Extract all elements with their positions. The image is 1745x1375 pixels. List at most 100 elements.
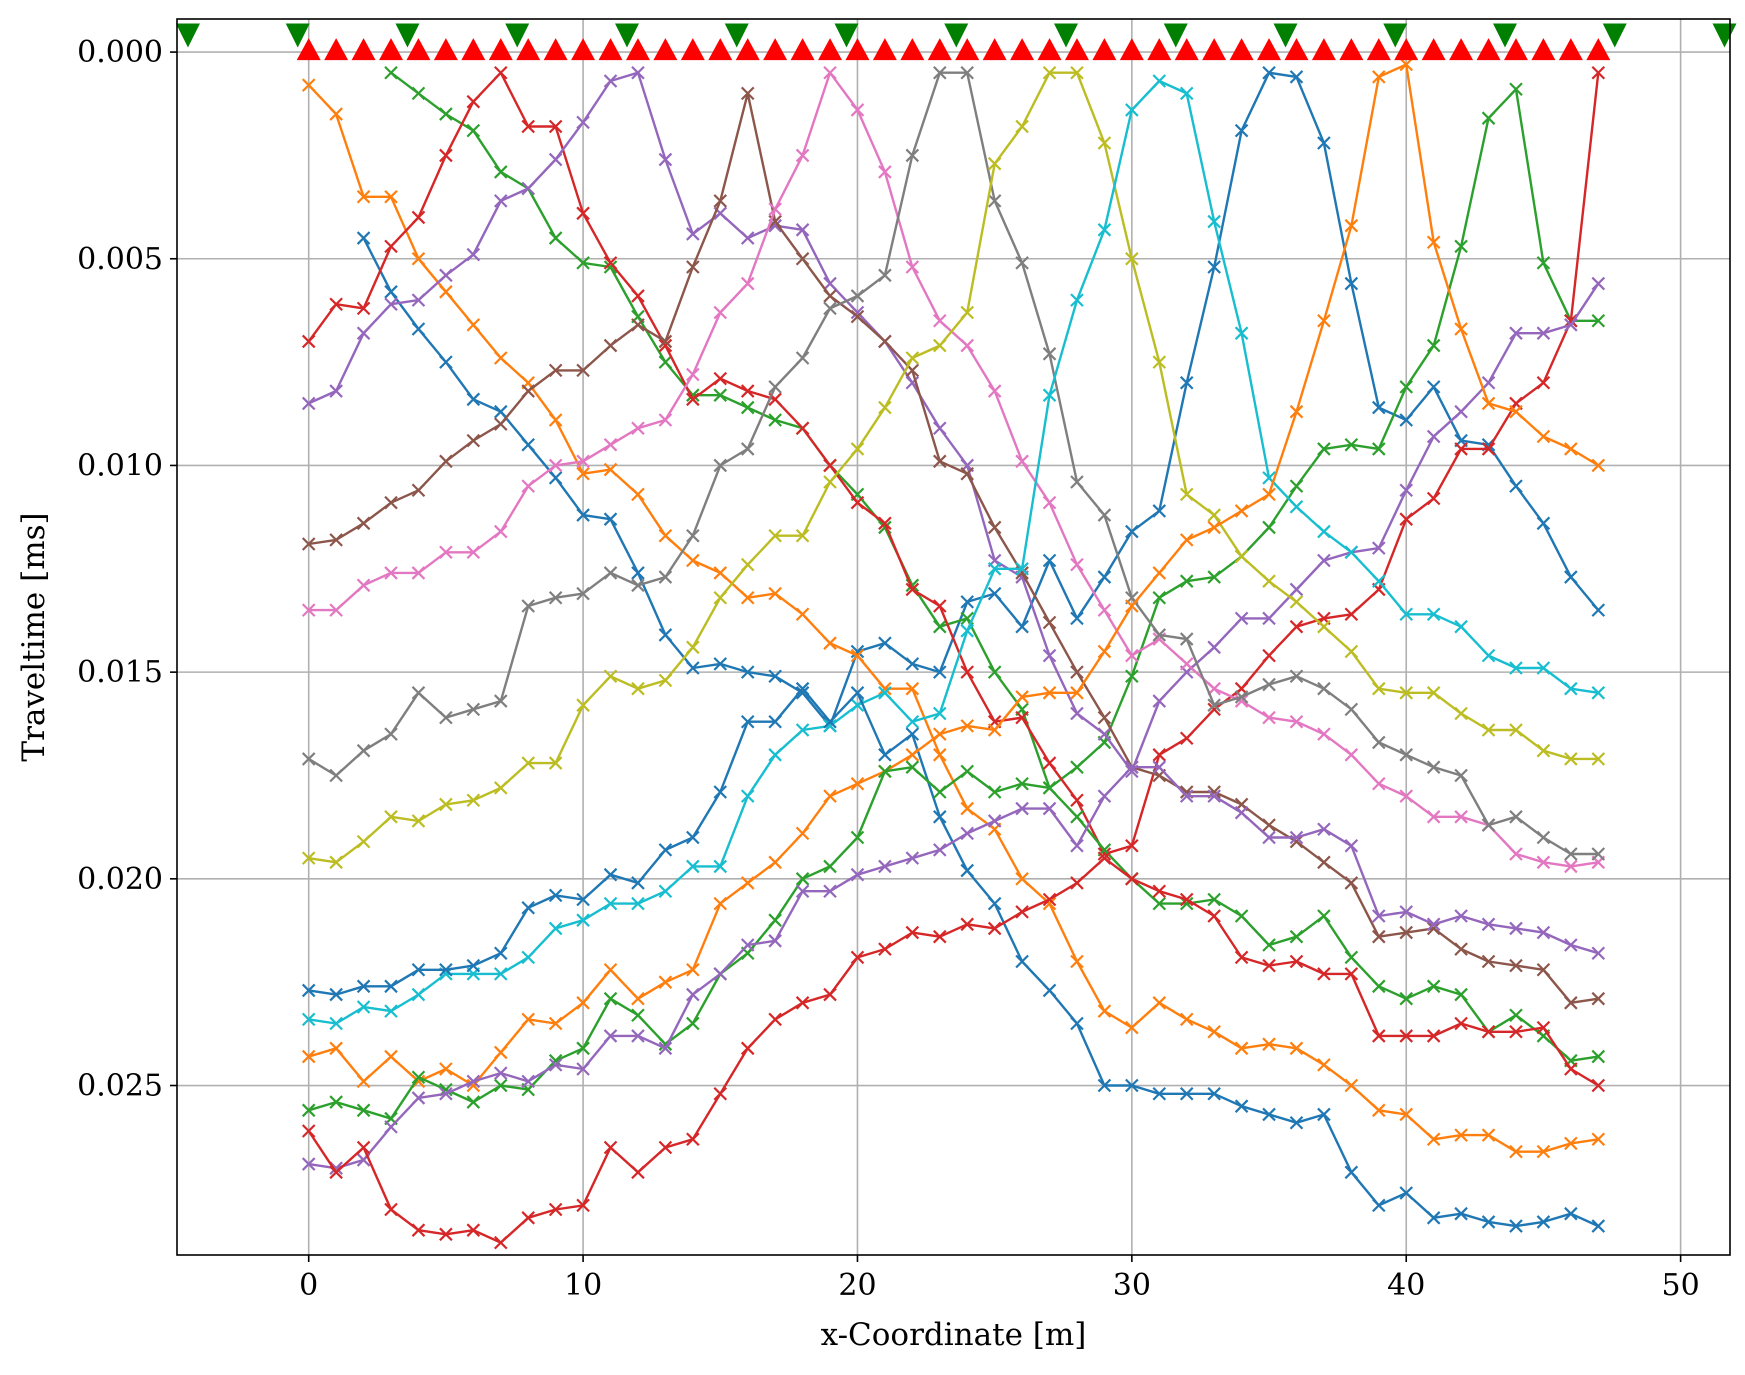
data-point-marker [548,888,563,903]
sensor-marker [1257,38,1282,61]
data-point-marker [301,396,316,411]
data-point-marker [823,987,837,1002]
data-point-marker [1591,847,1606,861]
data-point-marker [1097,727,1112,741]
data-point-marker [1125,1078,1139,1093]
data-point-marker [1207,909,1221,923]
data-point-marker [1536,830,1551,845]
data-point-marker [521,900,535,915]
sensor-marker [296,38,321,61]
data-point-marker [1070,475,1084,489]
y-tick-label: 0.000 [77,35,163,70]
data-point-marker [768,202,782,216]
data-point-marker [1125,872,1139,886]
data-point-marker [1152,694,1167,708]
series-line [308,71,1599,868]
data-point-marker [411,962,426,977]
sensor-marker [872,38,897,61]
data-point-marker [686,392,700,407]
data-point-marker [686,227,700,241]
data-point-marker [301,603,316,617]
data-point-marker [411,86,426,101]
data-point-marker [1591,276,1606,291]
data-point-marker [493,781,508,795]
data-point-marker [1152,760,1167,774]
data-point-marker [1344,545,1359,560]
data-point-marker [603,991,618,1006]
data-point-marker [1344,1078,1359,1093]
data-point-marker [658,975,673,989]
data-point-marker [356,979,371,994]
data-point-marker [960,466,974,481]
data-point-marker [1399,1107,1414,1122]
data-point-marker [439,454,453,469]
data-point-marker [1207,1025,1221,1039]
data-point-marker [1042,781,1057,795]
data-point-marker [1564,938,1578,952]
data-point-marker [329,107,343,121]
sensor-marker [433,38,458,61]
data-point-marker [1454,1016,1468,1031]
data-point-marker [301,334,316,349]
series-line [308,766,1599,1170]
data-point-marker [658,413,673,427]
data-point-marker [823,65,837,80]
data-point-marker [1509,723,1523,737]
data-point-marker [1179,789,1194,803]
data-point-marker [548,471,563,485]
data-point-marker [1344,607,1359,622]
sensor-marker [1311,38,1336,61]
data-point-marker [576,508,590,522]
data-point-marker [658,628,673,642]
data-point-marker [1317,136,1331,150]
data-point-marker [466,392,481,407]
x-tick-label: 50 [1662,1268,1700,1303]
data-point-marker [329,533,343,547]
data-point-marker [905,925,920,940]
data-point-marker [411,1091,426,1105]
data-point-marker [960,863,974,878]
data-point-marker [301,78,316,92]
data-point-marker [768,934,782,948]
data-point-marker [1125,251,1139,266]
data-point-marker [1426,235,1441,250]
data-point-marker [521,599,535,613]
data-point-marker [1289,669,1304,684]
data-point-marker [987,194,1002,208]
data-point-marker [1317,822,1331,836]
data-point-marker [1317,442,1331,456]
data-point-marker [439,1062,453,1076]
data-point-marker [1207,570,1221,584]
data-point-marker [329,1041,343,1056]
data-point-marker [823,475,837,489]
data-point-marker [713,458,728,473]
data-point-marker [1426,686,1441,700]
data-point-marker [1317,553,1331,568]
data-point-marker [1179,1087,1194,1101]
data-point-marker [1509,661,1523,675]
data-point-marker [933,843,947,857]
data-point-marker [1481,818,1496,832]
data-point-marker [521,756,535,770]
data-point-marker [548,1016,563,1031]
data-point-marker [905,760,920,774]
data-point-marker [1234,950,1249,965]
data-point-marker [1262,520,1276,535]
data-point-marker [1481,648,1496,663]
data-point-marker [384,65,398,80]
data-point-marker [686,661,700,675]
data-point-marker [878,764,892,779]
data-point-marker [1152,566,1167,580]
data-point-marker [1234,326,1249,340]
series-5 [301,65,1606,779]
y-axis-label: Traveltime [ms] [16,512,52,761]
data-point-marker [603,962,618,977]
data-point-marker [1289,830,1304,845]
data-point-marker [439,1087,453,1101]
data-point-marker [466,433,481,448]
data-point-marker [1262,574,1276,588]
data-point-marker [576,363,590,378]
data-point-marker [356,834,371,849]
data-point-marker [905,351,920,365]
